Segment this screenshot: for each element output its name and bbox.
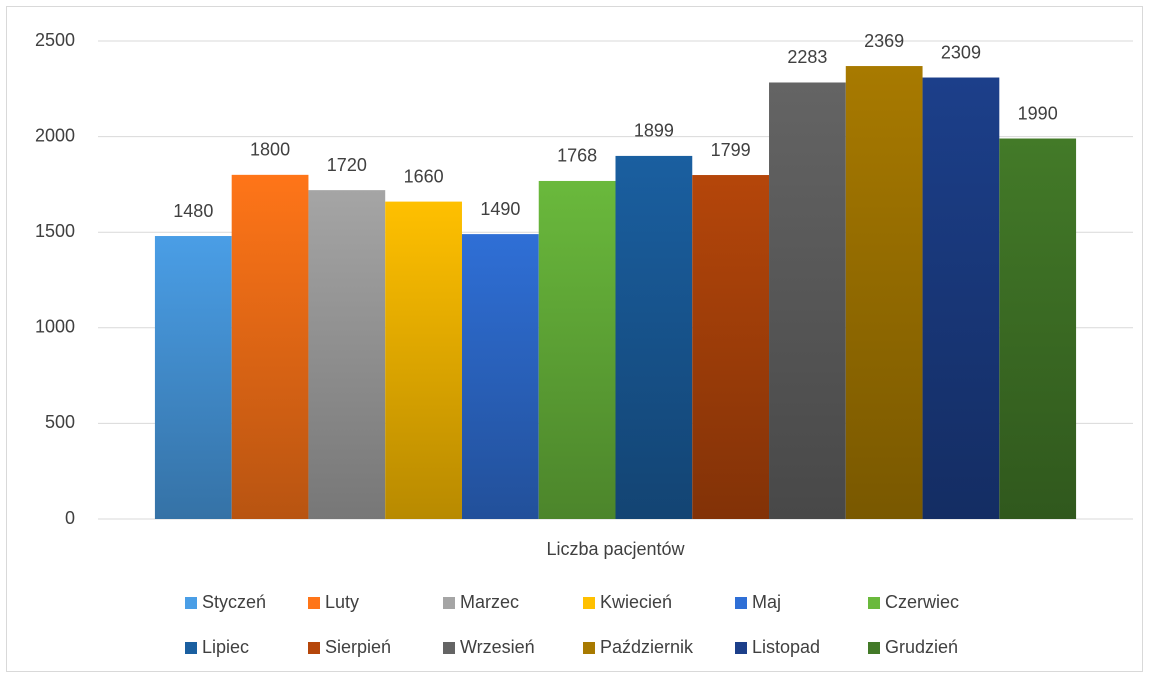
data-label: 1490 xyxy=(480,199,520,219)
data-label: 1800 xyxy=(250,140,290,160)
legend-label: Styczeń xyxy=(202,592,266,612)
data-label: 1660 xyxy=(404,166,444,186)
data-label: 1768 xyxy=(557,146,597,166)
bar xyxy=(461,234,539,519)
bar xyxy=(538,180,616,519)
legend-label: Wrzesień xyxy=(460,637,535,657)
legend-swatch xyxy=(185,642,197,654)
x-tick-label: Liczba pacjentów xyxy=(546,539,685,559)
bar xyxy=(845,66,923,519)
legend-label: Marzec xyxy=(460,592,519,612)
legend-label: Październik xyxy=(600,637,694,657)
bar xyxy=(615,155,693,519)
legend-label: Czerwiec xyxy=(885,592,959,612)
bar xyxy=(922,77,1000,520)
data-label: 1799 xyxy=(711,140,751,160)
legend-swatch xyxy=(443,642,455,654)
legend-label: Luty xyxy=(325,592,359,612)
legend-label: Sierpień xyxy=(325,637,391,657)
bar xyxy=(385,201,462,519)
legend-swatch xyxy=(868,597,880,609)
bar xyxy=(154,236,232,520)
data-label: 1990 xyxy=(1018,103,1058,123)
bar xyxy=(692,175,770,520)
bar xyxy=(769,82,846,519)
y-tick-label: 0 xyxy=(65,508,75,528)
legend-swatch xyxy=(185,597,197,609)
data-label: 2283 xyxy=(787,47,827,67)
legend-label: Lipiec xyxy=(202,637,249,657)
y-tick-label: 1000 xyxy=(35,317,75,337)
bar xyxy=(999,138,1077,519)
data-label: 2309 xyxy=(941,42,981,62)
bar xyxy=(308,190,386,520)
y-tick-label: 1500 xyxy=(35,221,75,241)
legend-swatch xyxy=(735,642,747,654)
data-label: 1720 xyxy=(327,155,367,175)
legend-swatch xyxy=(308,642,320,654)
y-tick-label: 2000 xyxy=(35,125,75,145)
legend-label: Maj xyxy=(752,592,781,612)
legend-swatch xyxy=(735,597,747,609)
legend-label: Kwiecień xyxy=(600,592,672,612)
legend-swatch xyxy=(443,597,455,609)
legend-label: Listopad xyxy=(752,637,820,657)
y-tick-label: 500 xyxy=(45,412,75,432)
legend-swatch xyxy=(308,597,320,609)
data-label: 1480 xyxy=(173,201,213,221)
legend-label: Grudzień xyxy=(885,637,958,657)
legend-swatch xyxy=(583,597,595,609)
data-label: 2369 xyxy=(864,31,904,51)
y-tick-label: 2500 xyxy=(35,30,75,50)
legend-swatch xyxy=(583,642,595,654)
bar xyxy=(231,174,309,519)
data-label: 1899 xyxy=(634,121,674,141)
legend-swatch xyxy=(868,642,880,654)
